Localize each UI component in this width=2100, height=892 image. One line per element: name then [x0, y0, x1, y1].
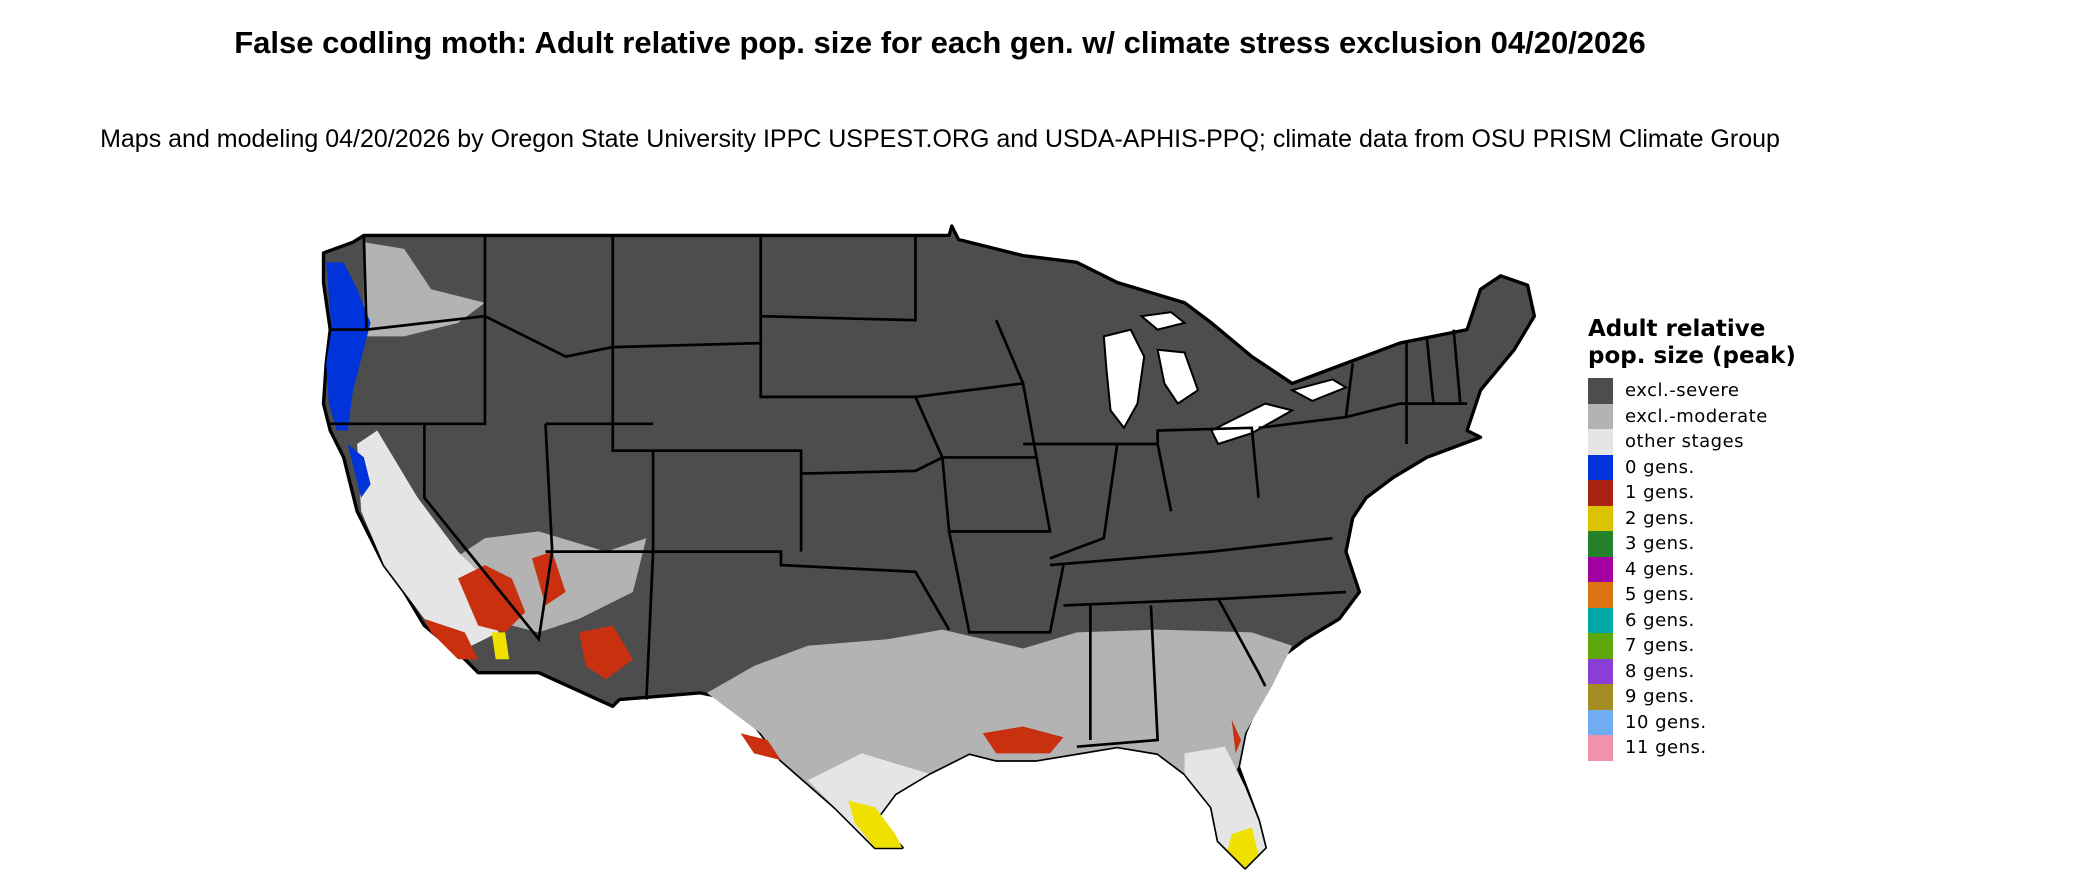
legend-label: excl.-severe [1625, 380, 1740, 402]
legend-item: 9 gens. [1588, 684, 1818, 710]
legend-item: 11 gens. [1588, 735, 1818, 761]
legend-swatch [1588, 607, 1613, 633]
legend-swatch [1588, 709, 1613, 735]
legend-swatch [1588, 735, 1613, 761]
legend-label: 3 gens. [1625, 533, 1695, 555]
legend-title: Adult relative pop. size (peak) [1588, 316, 1796, 369]
legend-swatch [1588, 378, 1613, 404]
legend-swatch [1588, 658, 1613, 684]
region-2-gens [491, 632, 1259, 868]
legend-item: excl.-severe [1588, 378, 1818, 404]
region-excl-moderate-west [363, 242, 647, 633]
legend: Adult relative pop. size (peak) excl.-se… [1588, 316, 1818, 761]
legend-label: 4 gens. [1625, 558, 1695, 580]
state-borders [330, 235, 1468, 749]
legend-label: 2 gens. [1625, 507, 1695, 529]
region-1-gens [424, 551, 1242, 761]
legend-swatch [1588, 633, 1613, 659]
legend-swatch [1588, 429, 1613, 455]
legend-item: excl.-moderate [1588, 403, 1818, 429]
legend-label: 10 gens. [1625, 711, 1707, 733]
great-lakes [1102, 311, 1349, 446]
legend-label: 9 gens. [1625, 686, 1695, 708]
region-0-gens [326, 262, 371, 498]
legend-swatch [1588, 684, 1613, 710]
legend-item: other stages [1588, 429, 1818, 455]
legend-swatch [1588, 480, 1613, 506]
legend-item: 7 gens. [1588, 633, 1818, 659]
legend-item: 6 gens. [1588, 607, 1818, 633]
legend-label: 6 gens. [1625, 609, 1695, 631]
legend-label: 11 gens. [1625, 737, 1707, 759]
legend-swatch [1588, 582, 1613, 608]
legend-item: 8 gens. [1588, 658, 1818, 684]
legend-label: excl.-moderate [1625, 405, 1768, 427]
legend-label: 1 gens. [1625, 482, 1695, 504]
legend-swatch [1588, 454, 1613, 480]
region-other-stages [357, 430, 1266, 868]
legend-swatch [1588, 403, 1613, 429]
legend-label: 5 gens. [1625, 584, 1695, 606]
legend-item: 3 gens. [1588, 531, 1818, 557]
legend-label: 8 gens. [1625, 660, 1695, 682]
legend-item: 4 gens. [1588, 556, 1818, 582]
legend-label: 0 gens. [1625, 456, 1695, 478]
legend-label: 7 gens. [1625, 635, 1695, 657]
legend-item: 2 gens. [1588, 505, 1818, 531]
legend-item: 10 gens. [1588, 709, 1818, 735]
map-subtitle: Maps and modeling 04/20/2026 by Oregon S… [100, 125, 1780, 153]
legend-swatch [1588, 531, 1613, 557]
legend-swatch [1588, 556, 1613, 582]
legend-swatch [1588, 505, 1613, 531]
legend-item: 1 gens. [1588, 480, 1818, 506]
legend-label: other stages [1625, 431, 1745, 453]
legend-item: 0 gens. [1588, 454, 1818, 480]
legend-item: 5 gens. [1588, 582, 1818, 608]
map-title: False codling moth: Adult relative pop. … [234, 25, 1646, 60]
